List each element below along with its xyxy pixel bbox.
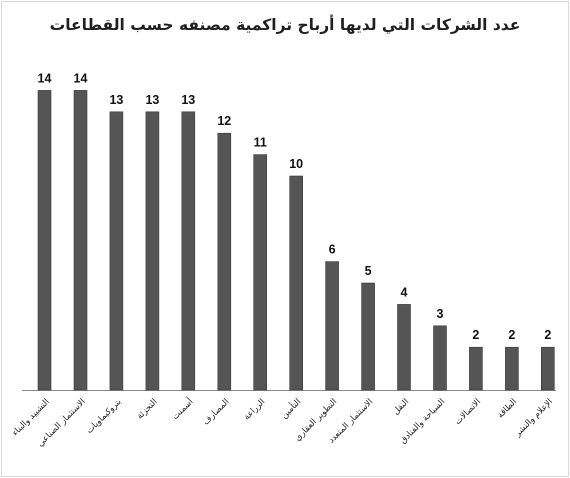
bar-11 [433, 325, 447, 391]
bar-value-label-13: 2 [508, 328, 515, 342]
category-label-7: التأمين [278, 396, 303, 421]
bar-value-label-0: 14 [38, 71, 52, 85]
bar-10 [397, 304, 411, 391]
bar-5 [217, 132, 232, 391]
bar-value-label-6: 11 [254, 136, 267, 150]
bar-value-label-10: 4 [401, 285, 408, 299]
category-label-10: النقل [391, 397, 411, 417]
bar-value-label-4: 13 [181, 93, 195, 107]
bar-value-label-11: 3 [437, 307, 444, 321]
bar-2 [109, 111, 124, 391]
bar-7 [289, 175, 304, 391]
category-label-13: الطاقة [496, 397, 519, 420]
bar-1 [73, 90, 88, 391]
category-label-14: الإعلام والنشر [512, 397, 555, 440]
bar-9 [361, 282, 375, 391]
bar-value-label-7: 10 [289, 157, 303, 171]
category-label-12: الاتصالات [453, 397, 483, 427]
category-label-2: بتروكيماويات [85, 397, 124, 436]
bar-value-label-2: 13 [109, 93, 123, 107]
bar-8 [325, 261, 339, 391]
bar-12 [469, 346, 483, 391]
bar-value-label-1: 14 [74, 71, 88, 85]
bar-value-label-9: 5 [365, 264, 372, 278]
bar-value-label-5: 12 [217, 114, 231, 128]
category-label-3: التجزئة [135, 397, 159, 421]
bar-value-label-12: 2 [472, 328, 479, 342]
bar-14 [540, 346, 555, 391]
bar-0 [37, 90, 52, 391]
bar-value-label-8: 6 [329, 243, 336, 257]
bar-value-label-14: 2 [544, 328, 551, 342]
bar-13 [505, 346, 519, 391]
bar-3 [145, 111, 160, 391]
category-label-5: المصارف [201, 397, 231, 427]
chart-title: عدد الشركات التي لديها أرباح تراكمية مصن… [49, 16, 521, 34]
category-label-6: الزراعة [242, 397, 267, 422]
bar-4 [181, 111, 196, 391]
bar-6 [253, 154, 267, 391]
category-label-4: أسمنت [169, 396, 195, 422]
bar-value-label-3: 13 [145, 93, 159, 107]
